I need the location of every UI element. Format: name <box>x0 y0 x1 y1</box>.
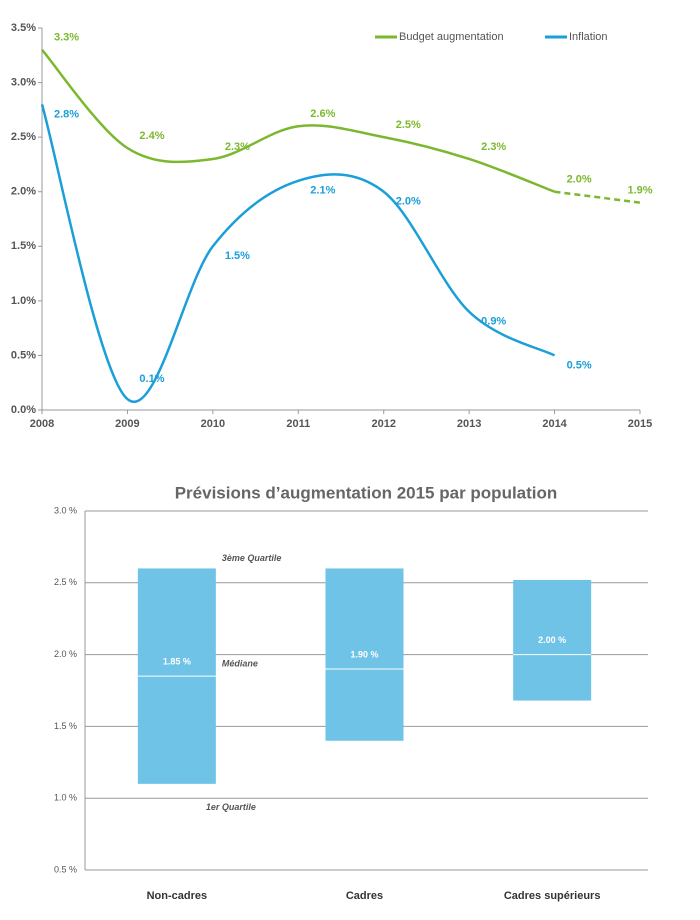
annotation: 1er Quartile <box>206 802 256 812</box>
data-label: 0.9% <box>481 316 506 328</box>
y-tick-label: 2.5% <box>11 131 36 143</box>
y-tick-label: 1.5 % <box>54 721 77 731</box>
x-tick-label: 2013 <box>457 418 481 430</box>
y-tick-label: 0.5 % <box>54 864 77 874</box>
y-tick-label: 2.5 % <box>54 577 77 587</box>
data-label: 2.5% <box>396 119 421 131</box>
x-tick-label: 2015 <box>628 418 652 430</box>
line-dashed <box>554 190 641 204</box>
data-label: 2.0% <box>396 196 421 208</box>
y-tick-label: 3.0% <box>11 76 36 88</box>
data-label: 0.1% <box>139 373 164 385</box>
data-label: 3.3% <box>54 32 79 44</box>
y-tick-label: 2.0 % <box>54 649 77 659</box>
data-label: 2.0% <box>567 174 592 186</box>
y-tick-label: 0.0% <box>11 404 36 416</box>
y-tick-label: 1.0 % <box>54 793 77 803</box>
data-label: 2.6% <box>310 108 335 120</box>
x-tick-label: 2014 <box>542 418 567 430</box>
y-tick-label: 0.5% <box>11 349 36 361</box>
x-tick-label: Cadres <box>346 890 383 902</box>
box-lower <box>137 676 216 784</box>
y-tick-label: 2.0% <box>11 186 36 198</box>
y-tick-label: 3.0 % <box>54 505 77 515</box>
median-label: 2.00 % <box>538 635 566 645</box>
data-label: 0.5% <box>567 359 592 371</box>
x-tick-label: 2008 <box>30 418 54 430</box>
median-label: 1.90 % <box>350 649 378 659</box>
box-lower <box>513 654 592 701</box>
data-label: 2.1% <box>310 185 335 197</box>
x-tick-label: 2011 <box>286 418 310 430</box>
x-tick-label: 2009 <box>115 418 139 430</box>
y-tick-label: 1.5% <box>11 240 36 252</box>
annotation: 3ème Quartile <box>222 553 282 563</box>
data-label: 1.5% <box>225 250 250 262</box>
x-tick-label: 2012 <box>371 418 395 430</box>
data-label: 2.8% <box>54 108 79 120</box>
y-tick-label: 3.5% <box>11 22 36 34</box>
box-upper <box>513 579 592 655</box>
legend-label: Inflation <box>569 31 608 43</box>
data-label: 2.3% <box>481 141 506 153</box>
data-label: 1.9% <box>627 185 652 197</box>
y-tick-label: 1.0% <box>11 295 36 307</box>
legend-label: Budget augmentation <box>399 31 504 43</box>
line <box>41 49 556 193</box>
box-upper <box>325 568 404 669</box>
data-label: 2.4% <box>139 130 164 142</box>
x-tick-label: Non-cadres <box>147 890 208 902</box>
line <box>40 104 556 403</box>
box-lower <box>325 668 404 741</box>
box-upper <box>137 568 216 677</box>
annotation: Médiane <box>222 659 258 669</box>
median-label: 1.85 % <box>163 657 191 667</box>
x-tick-label: 2010 <box>201 418 225 430</box>
chart-title: Prévisions d’augmentation 2015 par popul… <box>175 483 558 502</box>
data-label: 2.3% <box>225 141 250 153</box>
x-tick-label: Cadres supérieurs <box>504 890 601 902</box>
